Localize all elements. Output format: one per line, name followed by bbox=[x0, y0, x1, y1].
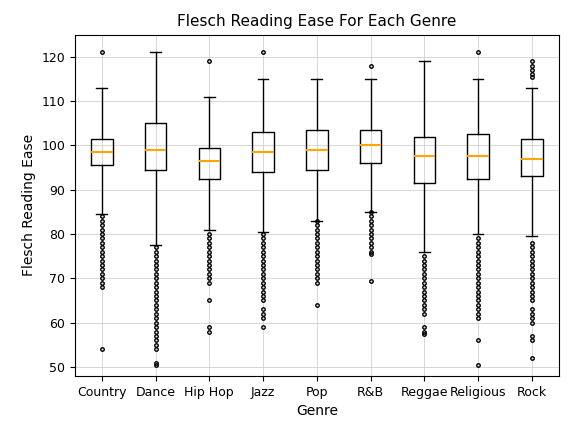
Y-axis label: Flesch Reading Ease: Flesch Reading Ease bbox=[22, 134, 36, 276]
X-axis label: Genre: Genre bbox=[296, 404, 338, 418]
Title: Flesch Reading Ease For Each Genre: Flesch Reading Ease For Each Genre bbox=[177, 14, 457, 29]
